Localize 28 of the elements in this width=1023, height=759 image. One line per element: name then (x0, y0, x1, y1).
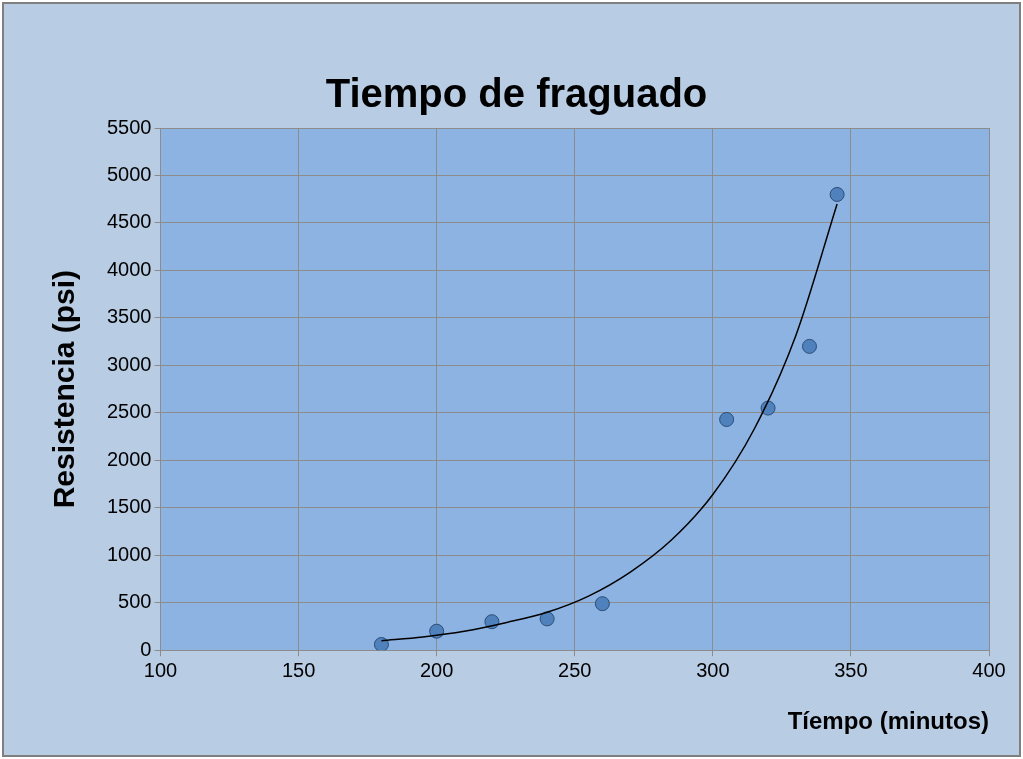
y-tick-label: 4500 (106, 210, 152, 233)
x-tick-label: 400 (972, 658, 1006, 681)
point (719, 411, 735, 427)
y-tick-label: 2000 (106, 447, 152, 470)
point (801, 338, 817, 354)
x-tick-label: 150 (281, 658, 316, 681)
y-tick-label: 2500 (106, 400, 152, 423)
y-tick-label: 500 (118, 590, 152, 613)
y-tick-label: 0 (140, 637, 152, 660)
x-tick-label: 250 (558, 658, 592, 681)
y-tick-label: 1000 (106, 542, 152, 565)
y-axis-title: Resistencia (psi) (47, 269, 81, 509)
x-tick-label: 200 (419, 658, 454, 681)
x-tick-label: 100 (143, 658, 178, 681)
point (373, 637, 389, 651)
point (539, 611, 555, 627)
x-tick-label: 350 (834, 658, 868, 681)
y-tick-label: 3000 (106, 352, 152, 375)
x-tick-label: 300 (696, 658, 730, 681)
y-tick-label: 4000 (106, 257, 152, 280)
point (594, 596, 610, 612)
y-tick-label: 1500 (106, 495, 152, 518)
point (829, 186, 845, 202)
y-tick-label: 5000 (106, 162, 152, 185)
chart-title: Tiempo de fraguado (325, 71, 708, 116)
y-tick-label: 3500 (106, 305, 152, 328)
y-tick-label: 5500 (106, 115, 152, 138)
x-axis-title: Tíempo (minutos) (787, 707, 989, 735)
